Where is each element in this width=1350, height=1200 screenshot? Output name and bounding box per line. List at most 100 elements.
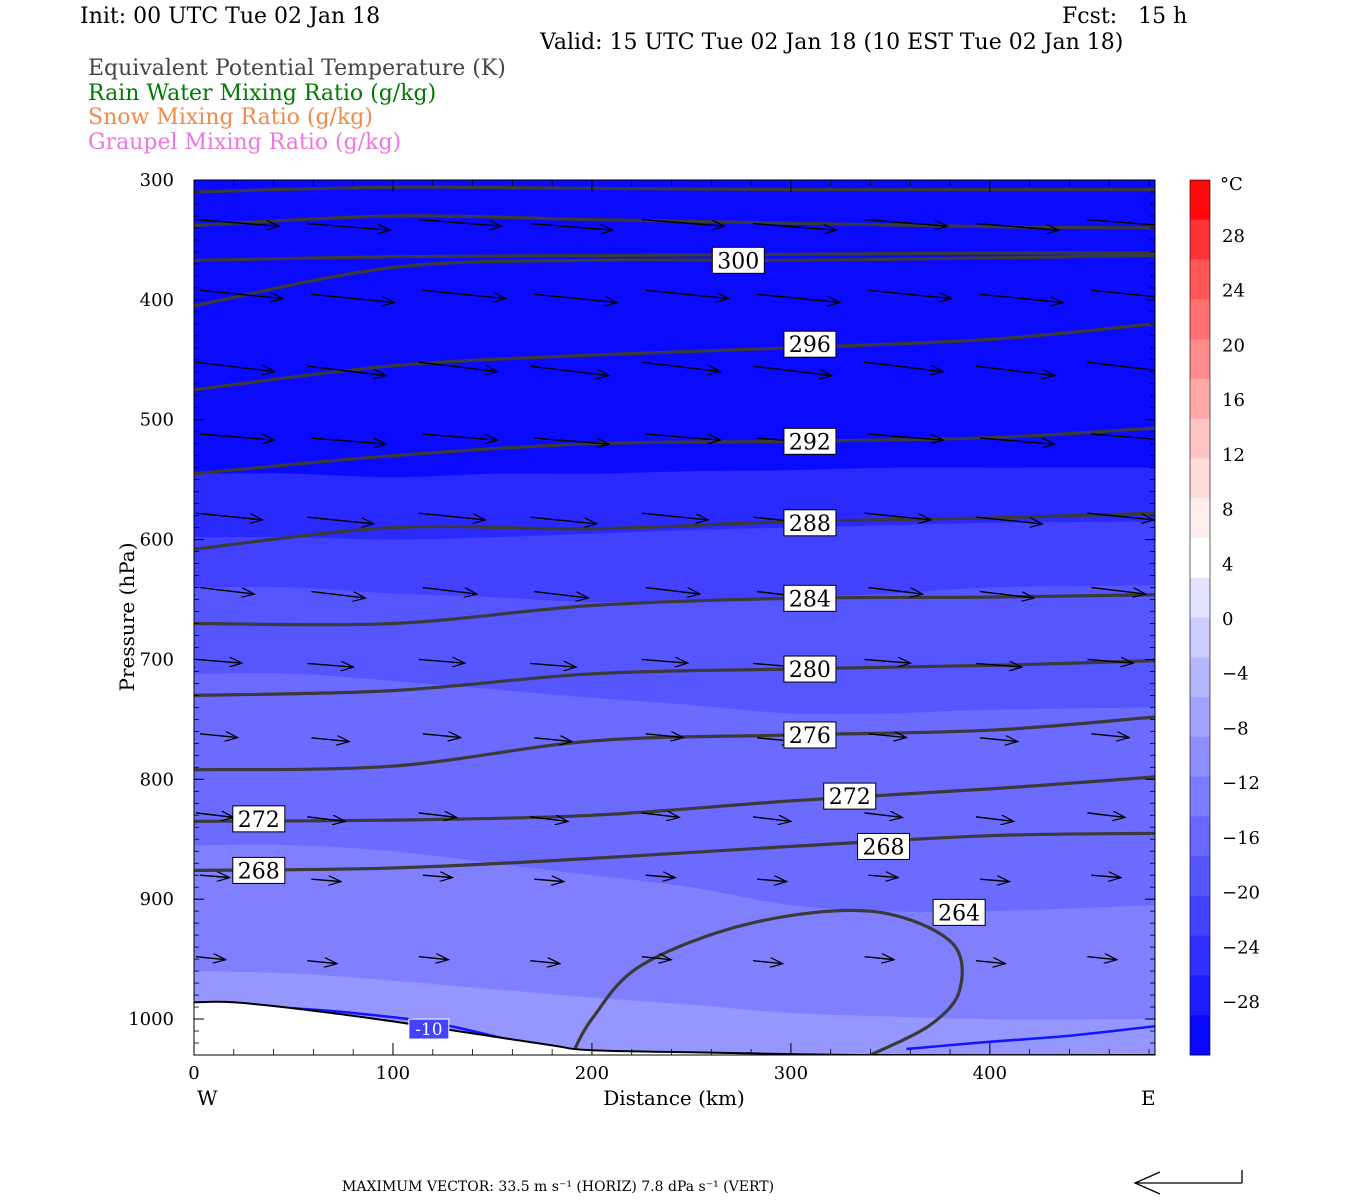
y-tick-label: 1000 xyxy=(128,1009,174,1030)
theta-e-contour-272 xyxy=(194,775,1155,823)
wind-vector xyxy=(534,293,616,302)
colorbar-swatch xyxy=(1190,180,1210,221)
wind-vector xyxy=(1091,433,1155,440)
wind-vector xyxy=(975,961,1005,964)
contour-label-box xyxy=(932,898,986,926)
wind-vector xyxy=(530,817,567,821)
temp-label-box xyxy=(408,1018,450,1040)
wind-vector xyxy=(1087,659,1132,663)
colorbar-tick-label: −20 xyxy=(1222,883,1260,904)
y-tick-label: 500 xyxy=(140,410,174,431)
colorbar-swatch xyxy=(1190,378,1210,420)
contour-label-box xyxy=(823,782,877,810)
contour-label: 264 xyxy=(938,901,980,926)
wind-vector xyxy=(975,817,1013,821)
wind-vector xyxy=(418,361,497,371)
colorbar-swatch xyxy=(1190,537,1210,579)
colorbar-tick-label: −16 xyxy=(1222,828,1260,849)
axes: 300 400 500 600 700 800 900 1000 0 100 200 300 400 xyxy=(128,170,1156,1084)
y-axis-title: Pressure (hPa) xyxy=(115,543,139,692)
wind-vector xyxy=(1091,734,1128,738)
y-tick-label: 900 xyxy=(140,889,174,910)
x-axis-title: Distance (km) xyxy=(603,1086,745,1110)
colorbar-tick-label: 16 xyxy=(1222,390,1245,411)
wind-vector xyxy=(1091,875,1120,877)
temp-contour-label: -10 xyxy=(415,1020,442,1040)
theta-e-contour-304 xyxy=(194,185,1155,194)
wind-vector xyxy=(641,957,671,960)
wind-vector xyxy=(645,586,699,594)
wind-vector xyxy=(864,813,902,817)
wind-vector xyxy=(195,813,233,817)
contour-label: 280 xyxy=(789,658,831,683)
contour-label: 272 xyxy=(238,808,280,833)
wind-vector xyxy=(868,734,906,738)
wind-vector xyxy=(868,586,922,594)
temp-band--28 xyxy=(194,180,1155,478)
wind-vector xyxy=(1087,218,1155,226)
theta-e-contour-292 xyxy=(194,426,1155,476)
wind-vector xyxy=(868,433,943,440)
wind-vector xyxy=(307,817,344,821)
wind-vector xyxy=(195,957,225,960)
wind-vector xyxy=(753,222,835,231)
wind-vector xyxy=(979,879,1009,881)
colorbar-swatch xyxy=(1190,816,1210,857)
wind-vector xyxy=(195,218,278,227)
contour-label: 268 xyxy=(238,859,280,884)
wind-vector xyxy=(868,875,898,877)
wind-vector xyxy=(199,433,274,440)
colorbar-tick-label: −28 xyxy=(1222,992,1260,1013)
colorbar-swatch xyxy=(1190,617,1210,658)
x-tick-label: 0 xyxy=(188,1063,199,1084)
wind-vector xyxy=(199,586,253,594)
wind-vector xyxy=(975,365,1054,375)
wind-vector xyxy=(534,738,571,742)
wind-vector xyxy=(307,961,336,964)
wind-vector xyxy=(422,586,476,594)
wind-vector xyxy=(641,813,679,817)
contour-label-box xyxy=(783,584,837,612)
contour-label: 268 xyxy=(863,835,905,860)
wind-vector xyxy=(418,813,456,817)
contour-label-box xyxy=(783,721,837,749)
wind-vector xyxy=(864,659,910,663)
field-snow: Snow Mixing Ratio (g/kg) xyxy=(88,105,373,130)
colorbar-swatch xyxy=(1190,498,1210,539)
temperature-shading xyxy=(194,180,1155,1055)
contour-label-box xyxy=(232,856,286,884)
wind-vector xyxy=(1087,512,1153,520)
wind-vector xyxy=(753,817,790,821)
wind-vector xyxy=(979,590,1033,598)
contour-label-box xyxy=(711,246,765,274)
wind-vector xyxy=(422,289,505,298)
wind-vector xyxy=(418,957,448,960)
colorbar-swatch xyxy=(1190,935,1210,976)
colorbar-tick-label: 12 xyxy=(1222,445,1245,466)
theta-e-contour-264 xyxy=(570,908,964,1055)
wind-vector xyxy=(645,875,675,877)
theta-e-contour-296 xyxy=(194,322,1155,392)
colorbar-tick-label: 8 xyxy=(1222,500,1233,521)
colorbar: 28 24 20 16 12 8 4 0 −4 −8 −12 −16 −20 −24 −28 xyxy=(1189,179,1260,1056)
y-tick-label: 600 xyxy=(140,530,174,551)
wind-vector xyxy=(199,875,229,877)
wind-vector xyxy=(1087,957,1116,960)
colorbar-swatch xyxy=(1190,577,1210,618)
colorbar-swatch xyxy=(1190,339,1210,380)
theta-e-contour-288 xyxy=(194,511,1155,551)
colorbar-tick-label: 4 xyxy=(1222,554,1233,575)
temp-contour-minus10 xyxy=(906,1024,1155,1051)
wind-vector xyxy=(311,879,340,881)
colorbar-tick-label: 24 xyxy=(1222,281,1245,302)
wind-vector xyxy=(1087,813,1124,817)
wind-vector xyxy=(307,663,352,667)
colorbar-tick-label: 0 xyxy=(1222,609,1233,630)
y-tick-label: 700 xyxy=(140,649,174,670)
colorbar-tick-label: 20 xyxy=(1222,335,1245,356)
forecast-hour: Fcst: 15 h xyxy=(1062,4,1188,29)
wind-vector xyxy=(307,365,385,375)
wind-vector xyxy=(422,734,460,738)
wind-vector xyxy=(534,879,563,881)
